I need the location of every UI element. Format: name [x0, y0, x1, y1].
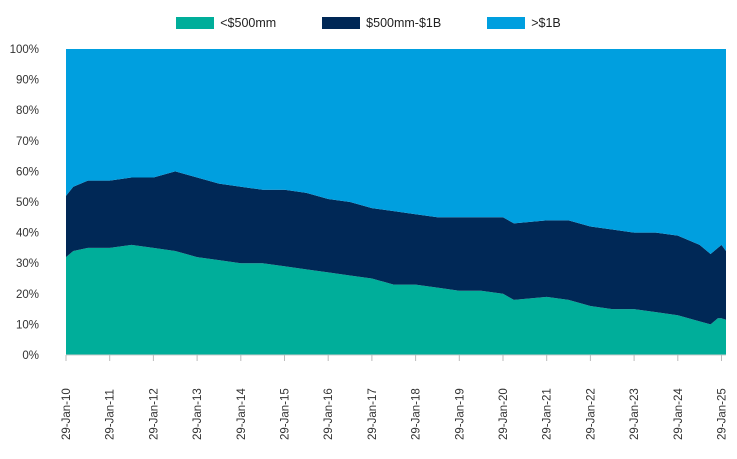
y-tick-label: 70%: [16, 136, 39, 148]
y-tick-label: 80%: [16, 105, 39, 117]
legend-swatch-large: [487, 17, 526, 29]
y-tick-label: 0%: [22, 350, 39, 362]
x-tick-label: 29-Jan-15: [280, 388, 292, 440]
y-tick-label: 100%: [10, 44, 39, 56]
y-tick-label: 50%: [16, 197, 39, 209]
legend-item-mid: $500mm-$1B: [322, 16, 441, 30]
x-tick-label: 29-Jan-19: [454, 388, 466, 440]
x-tick-label: 29-Jan-10: [61, 388, 73, 440]
x-tick-label: 29-Jan-14: [236, 388, 248, 440]
y-tick-label: 40%: [16, 228, 39, 240]
x-tick-label: 29-Jan-21: [542, 388, 554, 440]
area-series-0: [66, 244, 726, 355]
y-tick-label: 30%: [16, 258, 39, 270]
x-tick-label: 29-Jan-11: [105, 389, 117, 440]
legend-swatch-small: [176, 17, 215, 29]
legend-item-small: <$500mm: [176, 16, 276, 30]
legend-label-mid: $500mm-$1B: [366, 16, 442, 30]
area-series-1: [66, 171, 726, 325]
x-tick-label: 29-Jan-12: [148, 388, 160, 440]
legend-item-large: >$1B: [487, 16, 561, 30]
x-tick-label: 29-Jan-17: [367, 388, 379, 440]
area-series-2: [66, 49, 726, 255]
x-tick-label: 29-Jan-23: [629, 388, 641, 440]
x-tick-label: 29-Jan-22: [585, 388, 597, 440]
x-tick-label: 29-Jan-20: [498, 388, 510, 440]
y-tick-label: 10%: [16, 319, 39, 331]
legend: <$500mm $500mm-$1B >$1B: [0, 16, 737, 30]
x-tick-label: 29-Jan-13: [192, 388, 204, 440]
legend-label-large: >$1B: [531, 16, 561, 30]
y-tick-label: 90%: [16, 75, 39, 87]
legend-swatch-mid: [322, 17, 361, 29]
y-tick-label: 60%: [16, 166, 39, 178]
x-tick-label: 29-Jan-16: [323, 388, 335, 440]
legend-label-small: <$500mm: [220, 16, 277, 30]
x-tick-label: 29-Jan-18: [411, 388, 423, 440]
y-tick-label: 20%: [16, 289, 39, 301]
x-tick-label: 29-Jan-25: [717, 388, 729, 440]
x-tick-label: 29-Jan-24: [673, 388, 685, 440]
